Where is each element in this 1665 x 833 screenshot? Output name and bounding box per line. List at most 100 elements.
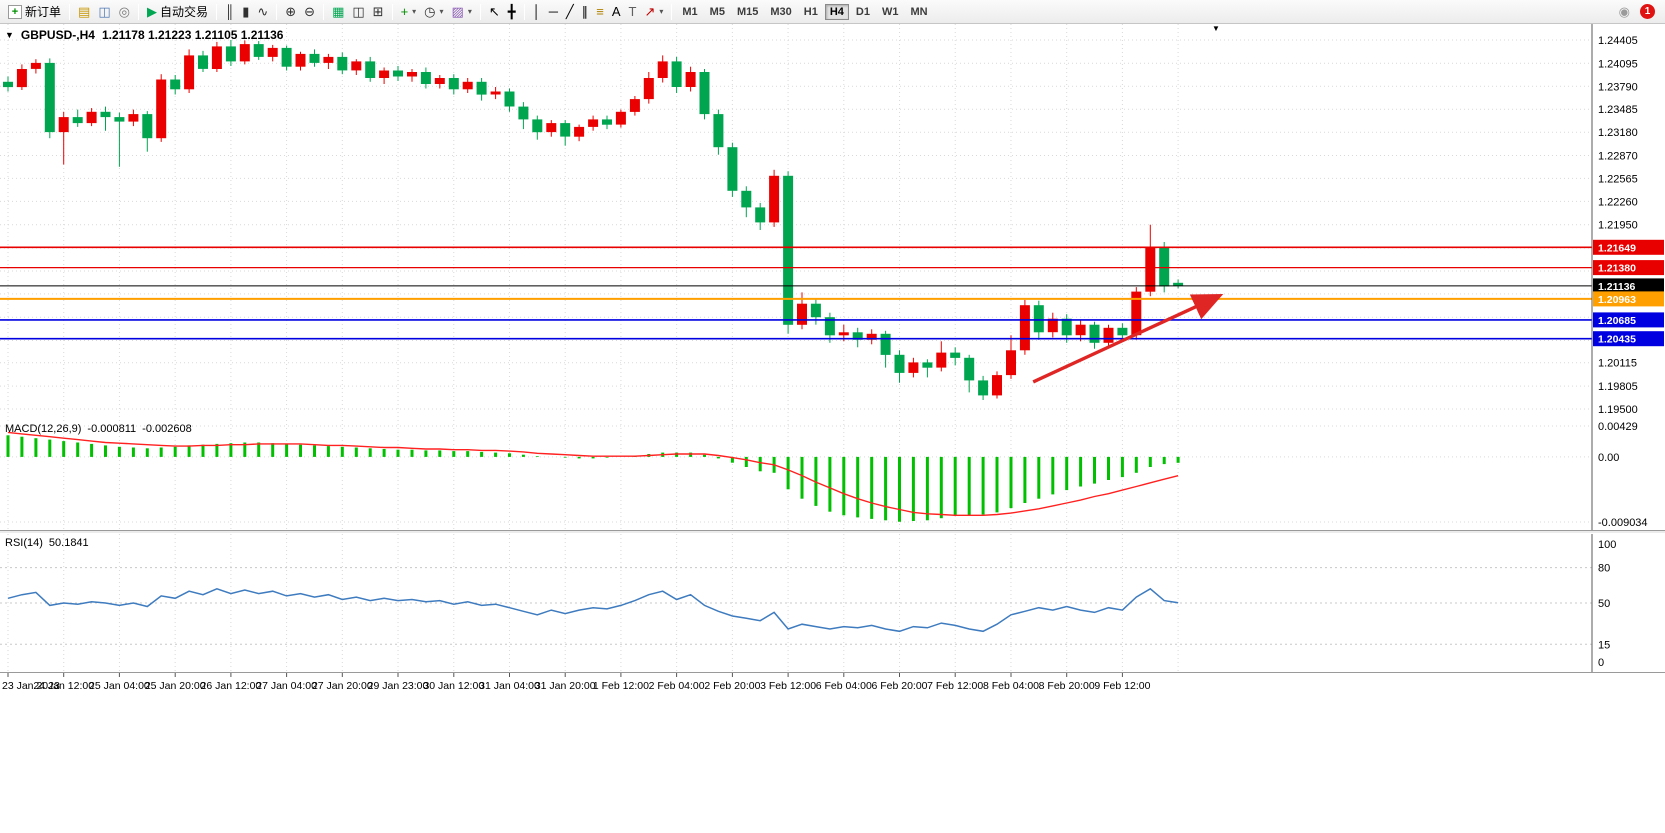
line-chart-button[interactable]: ∿ xyxy=(253,4,272,20)
zoom-out-icon: ⊖ xyxy=(304,3,316,19)
timeframe-button-m15[interactable]: M15 xyxy=(736,5,759,18)
svg-text:1 Feb 12:00: 1 Feb 12:00 xyxy=(593,680,649,692)
horizontal-line-button[interactable]: ─ xyxy=(545,4,562,20)
svg-text:0: 0 xyxy=(1598,657,1604,669)
svg-text:1.21380: 1.21380 xyxy=(1598,263,1636,275)
bar-chart-button[interactable]: ║ xyxy=(221,4,238,20)
navigator-icon-icon: ◎ xyxy=(118,3,130,19)
crosshair-button[interactable]: ╋ xyxy=(504,4,520,20)
timeframe-button-m1[interactable]: M1 xyxy=(682,5,698,18)
chart-profile-button[interactable]: ⊞ xyxy=(369,4,388,20)
toolbar-separator xyxy=(215,3,217,20)
macd-canvas[interactable]: 0.00429 0.00 -0.009034 xyxy=(0,420,1665,530)
svg-text:7 Feb 12:00: 7 Feb 12:00 xyxy=(927,680,983,692)
rsi-title: RSI(14) xyxy=(5,537,43,549)
svg-text:25 Jan 04:00: 25 Jan 04:00 xyxy=(89,680,150,692)
timeframe-button-h1[interactable]: H1 xyxy=(803,5,818,18)
channel-button[interactable]: ∥ xyxy=(578,4,593,20)
candlestick-chart-button[interactable]: ▮ xyxy=(238,4,253,20)
svg-text:1.20963: 1.20963 xyxy=(1598,294,1636,306)
cursor-button[interactable]: ↖ xyxy=(485,4,504,20)
svg-text:1.24095: 1.24095 xyxy=(1598,58,1638,70)
community-icon[interactable]: ◉ xyxy=(1615,4,1634,20)
cascade-windows-button[interactable]: ◫ xyxy=(348,4,368,20)
time-axis[interactable]: 23 Jan 2023 24 Jan 12:00 25 Jan 04:00 25 Ja… xyxy=(0,672,1665,833)
auto-trading-button[interactable]: ▶ 自动交易 xyxy=(143,2,212,21)
one-click-trading-arrow[interactable]: ▼ xyxy=(5,30,14,40)
macd-title: MACD(12,26,9) xyxy=(5,423,82,435)
svg-text:50: 50 xyxy=(1598,598,1610,610)
templates-button[interactable]: ▨ ▾ xyxy=(448,4,476,20)
rsi-canvas[interactable]: 100 80 50 15 0 xyxy=(0,534,1665,672)
zoom-out-button[interactable]: ⊖ xyxy=(300,4,319,20)
bar-chart-icon: ║ xyxy=(224,3,235,19)
market-watch-icon[interactable]: ▤ xyxy=(74,4,94,20)
svg-text:26 Jan 12:00: 26 Jan 12:00 xyxy=(201,680,262,692)
svg-text:1.20435: 1.20435 xyxy=(1598,334,1636,346)
vertical-line-icon: │ xyxy=(532,3,541,19)
auto-trading-button-label: 自动交易 xyxy=(159,5,208,19)
pane-splitter[interactable] xyxy=(0,530,1665,534)
new-order-button-label: 新订单 xyxy=(25,5,62,19)
svg-text:2 Feb 04:00: 2 Feb 04:00 xyxy=(649,680,705,692)
main-chart-pane: 1.24405 1.24095 1.23790 1.23485 1.23180 1.228… xyxy=(0,24,1665,421)
toolbar-separator xyxy=(523,3,525,20)
timeframe-button-h4[interactable]: H4 xyxy=(824,3,849,20)
svg-text:1.21649: 1.21649 xyxy=(1598,242,1636,254)
timeframe-button-mn[interactable]: MN xyxy=(910,5,928,18)
shapes-button[interactable]: ↗ ▾ xyxy=(640,4,667,20)
toolbar-separator xyxy=(479,3,481,20)
trendline-button[interactable]: ╱ xyxy=(562,4,578,20)
svg-text:9 Feb 12:00: 9 Feb 12:00 xyxy=(1094,680,1150,692)
macd-value-signal: -0.002608 xyxy=(142,423,192,435)
data-window-icon[interactable]: ◫ xyxy=(94,4,114,20)
timeframe-button-w1[interactable]: W1 xyxy=(881,5,899,18)
svg-text:0.00429: 0.00429 xyxy=(1598,421,1638,433)
toolbar-separator xyxy=(391,3,393,20)
trendline-icon: ╱ xyxy=(565,3,574,19)
svg-text:8 Feb 04:00: 8 Feb 04:00 xyxy=(983,680,1039,692)
zoom-in-button[interactable]: ⊕ xyxy=(281,4,300,20)
shapes-icon: ↗ xyxy=(644,3,656,19)
svg-text:24 Jan 12:00: 24 Jan 12:00 xyxy=(33,680,94,692)
text-button[interactable]: A xyxy=(608,4,625,20)
channel-icon: ∥ xyxy=(581,3,589,19)
svg-text:1.22870: 1.22870 xyxy=(1598,151,1638,163)
indicators-button[interactable]: + ▾ xyxy=(397,4,421,20)
line-chart-icon: ∿ xyxy=(257,3,269,19)
periods-icon: ◷ xyxy=(424,3,436,19)
rsi-pane: 100 80 50 15 0 RSI(14) 50.1841 xyxy=(0,534,1665,672)
svg-text:1.19500: 1.19500 xyxy=(1598,404,1638,416)
toolbar-separator xyxy=(671,3,673,20)
svg-text:1.20115: 1.20115 xyxy=(1598,358,1637,370)
caret-down-icon: ▾ xyxy=(439,7,444,16)
rsi-value: 50.1841 xyxy=(48,537,89,549)
timeframe-button-m30[interactable]: M30 xyxy=(770,5,792,18)
notification-badge[interactable]: 1 xyxy=(1640,4,1655,19)
toolbar-separator xyxy=(276,3,278,20)
toolbar-separator xyxy=(323,3,325,20)
svg-text:1.20685: 1.20685 xyxy=(1598,315,1636,327)
candlestick-chart-icon: ▮ xyxy=(242,3,250,19)
main-chart-canvas[interactable]: 1.24405 1.24095 1.23790 1.23485 1.23180 1.228… xyxy=(0,24,1665,421)
timeframe-button-m5[interactable]: M5 xyxy=(709,5,725,18)
svg-text:1.19805: 1.19805 xyxy=(1598,381,1638,393)
svg-text:15: 15 xyxy=(1598,639,1610,651)
navigator-icon[interactable]: ◎ xyxy=(115,4,134,20)
tile-windows-button[interactable]: ▦ xyxy=(328,4,348,20)
label-icon: T xyxy=(628,3,637,19)
vertical-line-button[interactable]: │ xyxy=(529,4,545,20)
new-order-button[interactable]: + 新订单 xyxy=(4,2,65,21)
fibonacci-button[interactable]: ≡ xyxy=(592,4,608,20)
svg-text:1.21950: 1.21950 xyxy=(1598,220,1638,232)
templates-icon: ▨ xyxy=(451,3,464,19)
chart-shift-marker[interactable]: ▼ xyxy=(1212,24,1220,33)
chart-profile-icon: ⊞ xyxy=(372,3,384,19)
timeframe-button-d1[interactable]: D1 xyxy=(855,5,870,18)
svg-text:27 Jan 20:00: 27 Jan 20:00 xyxy=(312,680,373,692)
periods-button[interactable]: ◷ ▾ xyxy=(420,4,447,20)
rsi-label: RSI(14) 50.1841 xyxy=(5,537,89,549)
label-button[interactable]: T xyxy=(625,4,641,20)
macd-value-main: -0.000811 xyxy=(87,423,137,435)
